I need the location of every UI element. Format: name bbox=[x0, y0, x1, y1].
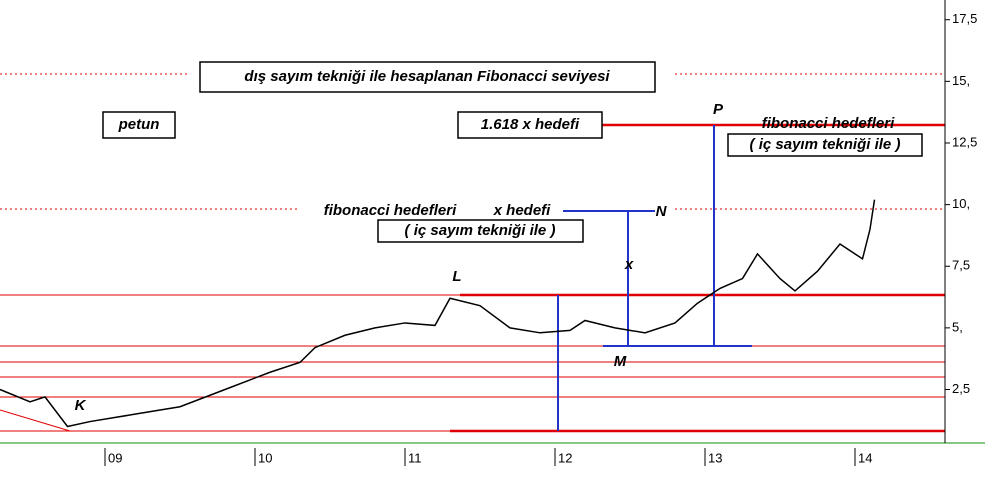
measures bbox=[557, 125, 752, 431]
annotation: L bbox=[452, 268, 461, 285]
y-tick-label: 2,5 bbox=[952, 381, 970, 396]
annotation: 1.618 x hedefi bbox=[481, 116, 580, 133]
annotation: dış sayım tekniği ile hesaplanan Fibonac… bbox=[244, 68, 610, 85]
y-tick-label: 15, bbox=[952, 73, 970, 88]
y-tick-label: 5, bbox=[952, 319, 963, 334]
y-tick-label: 10, bbox=[952, 196, 970, 211]
x-tick-label: 11 bbox=[408, 450, 422, 465]
annotation-box bbox=[102, 111, 176, 139]
y-tick-label: 17,5 bbox=[952, 11, 977, 26]
y-tick-label: 12,5 bbox=[952, 134, 977, 149]
annotation: K bbox=[75, 397, 87, 414]
annotation: fibonacci hedefleri bbox=[324, 202, 457, 219]
annotation: x bbox=[624, 256, 634, 273]
annotation-box bbox=[727, 133, 923, 157]
x-tick-label: 13 bbox=[708, 450, 722, 465]
annotation: M bbox=[614, 353, 627, 370]
annotation-box bbox=[457, 111, 603, 139]
levels bbox=[0, 73, 945, 433]
x-tick-label: 12 bbox=[558, 450, 572, 465]
annotation: P bbox=[713, 101, 724, 118]
annotation: ( iç sayım tekniği ile ) bbox=[405, 222, 556, 239]
annotation-box bbox=[199, 61, 656, 93]
annotation-box bbox=[377, 219, 584, 243]
annotation: N bbox=[656, 203, 668, 220]
price-line bbox=[0, 199, 876, 428]
x-tick-label: 14 bbox=[858, 450, 872, 465]
y-tick-label: 7,5 bbox=[952, 258, 970, 273]
x-tick-label: 09 bbox=[108, 450, 122, 465]
annotation: x hedefi bbox=[493, 202, 552, 219]
annotation: ( iç sayım tekniği ile ) bbox=[750, 136, 901, 153]
trend-line bbox=[0, 409, 71, 432]
x-tick-label: 10 bbox=[258, 450, 272, 465]
annotation: petun bbox=[118, 116, 160, 133]
annotation: fibonacci hedefleri bbox=[762, 115, 895, 132]
